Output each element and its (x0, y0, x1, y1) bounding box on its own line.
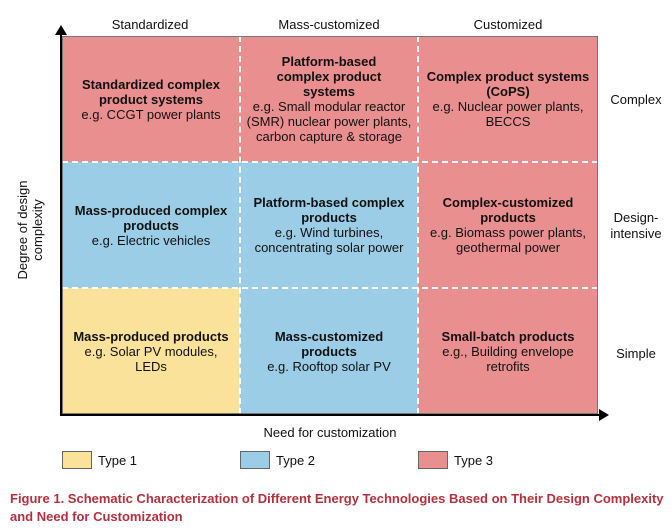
cell-mass-customized-simple: Mass-customized products e.g. Rooftop so… (240, 288, 418, 414)
cell-title: Mass-customized products (274, 328, 384, 359)
divider-horizontal-2 (62, 287, 598, 289)
cell-example: e.g. Rooftop solar PV (267, 358, 391, 374)
cell-customized-complex: Complex product systems (CoPS) e.g. Nucl… (418, 36, 598, 162)
divider-horizontal-1 (62, 161, 598, 163)
divider-vertical-2 (417, 36, 419, 414)
cell-example: e.g. Small modular reactor (SMR) nuclear… (246, 99, 412, 144)
divider-vertical-1 (239, 36, 241, 414)
cell-example: e.g. Nuclear power plants, BECCS (432, 99, 584, 129)
figure-caption: Figure 1. Schematic Characterization of … (10, 491, 664, 524)
cell-example: e.g. Solar PV modules, LEDs (84, 343, 218, 374)
cell-title: Mass-produced complex products (74, 202, 228, 233)
legend-swatch (240, 451, 270, 469)
cell-mass-customized-design-intensive: Platform-based complex products e.g. Win… (240, 162, 418, 288)
cell-title: Complex-customized products (442, 195, 574, 225)
y-axis-arrow (55, 25, 67, 415)
cell-customized-simple: Small-batch products e.g., Building enve… (418, 288, 598, 414)
legend-label: Type 2 (276, 452, 316, 468)
legend-item-type-1: Type 1 (62, 451, 137, 469)
row-header-complex: Complex (610, 92, 662, 107)
legend-item-type-2: Type 2 (240, 451, 315, 469)
cell-standardized-design-intensive: Mass-produced complex products e.g. Elec… (62, 162, 240, 288)
cell-example: e.g. Biomass power plants, geothermal po… (429, 225, 587, 255)
cell-example: e.g. Wind turbines, concentrating solar … (254, 225, 404, 255)
legend-swatch (62, 451, 92, 469)
cell-title: Small-batch products (441, 328, 575, 344)
cell-title: Platform-based complex products (253, 195, 405, 225)
cell-title: Standardized complex product systems (82, 76, 220, 107)
cell-standardized-complex: Standardized complex product systems e.g… (62, 36, 240, 162)
grid-frame (62, 36, 598, 414)
cell-example: e.g. Electric vehicles (91, 232, 211, 248)
y-axis-label: Degree of design complexity (15, 180, 45, 280)
row-header-design-intensive: Design- intensive (610, 210, 662, 241)
cell-title: Platform-based complex product systems (276, 54, 382, 99)
column-header-mass-customized: Mass-customized (278, 17, 380, 32)
cell-example: e.g. CCGT power plants (81, 106, 221, 122)
legend-label: Type 3 (454, 452, 494, 468)
legend-label: Type 1 (98, 452, 138, 468)
cell-title: Complex product systems (CoPS) (426, 69, 590, 99)
row-header-simple: Simple (616, 346, 656, 361)
column-header-standardized: Standardized (111, 17, 189, 32)
legend-item-type-3: Type 3 (418, 451, 493, 469)
cell-title: Mass-produced products (73, 328, 229, 344)
column-header-customized: Customized (473, 17, 543, 32)
x-axis-label: Need for customization (263, 425, 397, 440)
cell-standardized-simple: Mass-produced products e.g. Solar PV mod… (62, 288, 240, 414)
legend-swatch (418, 451, 448, 469)
cell-customized-design-intensive: Complex-customized products e.g. Biomass… (418, 162, 598, 288)
cell-mass-customized-complex: Platform-based complex product systems e… (240, 36, 418, 162)
cell-example: e.g., Building envelope retrofits (442, 343, 574, 374)
x-axis-arrow (60, 409, 609, 421)
